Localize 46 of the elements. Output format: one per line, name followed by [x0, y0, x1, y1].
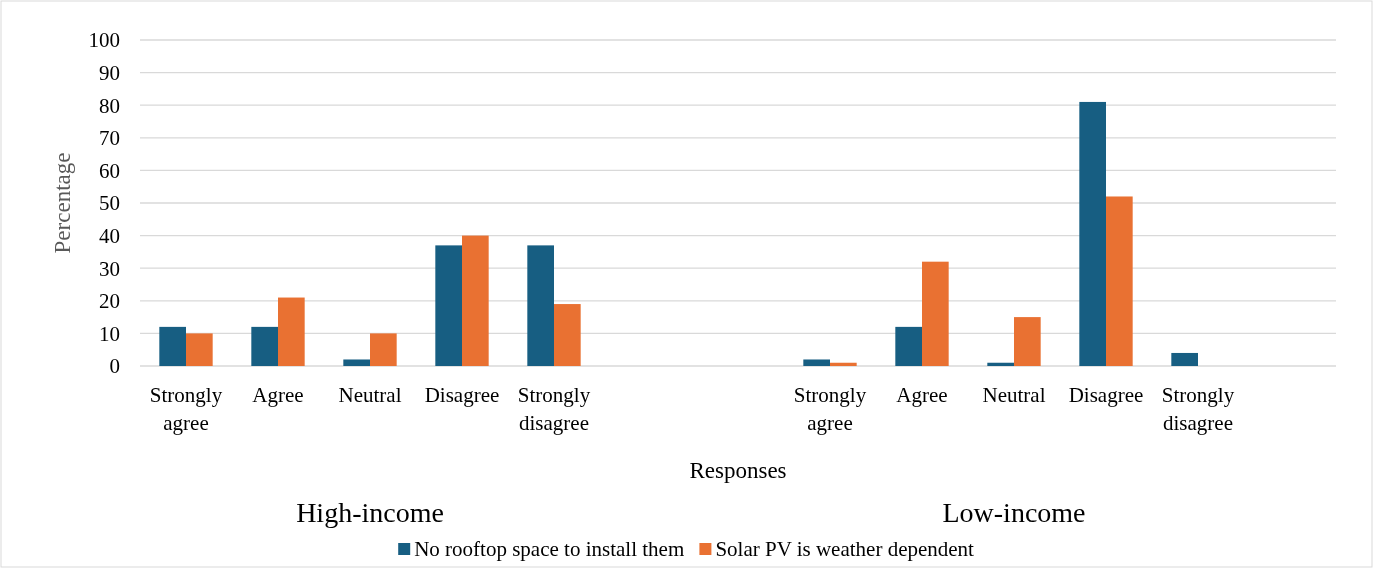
y-tick-label: 10 [99, 321, 120, 346]
x-tick-label: Strongly disagree [1161, 383, 1235, 435]
bar [159, 326, 186, 366]
x-tick-label: Agree [896, 383, 948, 407]
bar [1079, 101, 1106, 366]
x-tick-label: Strongly disagree [517, 383, 591, 435]
x-tick-label: Neutral [338, 383, 402, 407]
y-tick-label: 50 [99, 191, 120, 216]
y-tick-label: 40 [99, 223, 120, 248]
legend-label: No rooftop space to install them [414, 537, 685, 561]
y-tick-label: 80 [99, 93, 120, 118]
bar [343, 359, 370, 366]
legend-label: Solar PV is weather dependent [715, 537, 975, 561]
y-tick-label: 90 [99, 60, 120, 85]
bar [435, 245, 462, 366]
y-tick-label: 30 [99, 256, 120, 281]
x-tick-label: Neutral [982, 383, 1046, 407]
x-axis-title: Responses [689, 458, 787, 483]
bar [462, 235, 489, 366]
bar [895, 326, 922, 366]
y-tick-label: 0 [109, 354, 120, 379]
text: Low-income [942, 497, 1086, 528]
bar [1106, 196, 1133, 366]
y-tick-label: 100 [88, 28, 120, 53]
bar [251, 326, 278, 366]
x-tick-label: Disagree [424, 383, 500, 407]
x-tick-label: Strongly agree [149, 383, 223, 435]
bar [1171, 352, 1198, 366]
bar [922, 261, 949, 366]
y-axis-title: Percentage [50, 152, 75, 254]
x-tick-label: Agree [252, 383, 304, 407]
bar [830, 362, 857, 366]
text: High-income [296, 497, 444, 528]
bar [278, 297, 305, 366]
bar [186, 333, 213, 366]
y-tick-label: 20 [99, 289, 120, 314]
x-tick-label: Strongly agree [793, 383, 867, 435]
y-tick-label: 70 [99, 126, 120, 151]
bar [1014, 317, 1041, 366]
bar [554, 304, 581, 366]
x-tick-label: Disagree [1068, 383, 1144, 407]
bar [803, 359, 830, 366]
y-tick-label: 60 [99, 158, 120, 183]
bar [370, 333, 397, 366]
bar [987, 362, 1014, 366]
bar [527, 245, 554, 366]
